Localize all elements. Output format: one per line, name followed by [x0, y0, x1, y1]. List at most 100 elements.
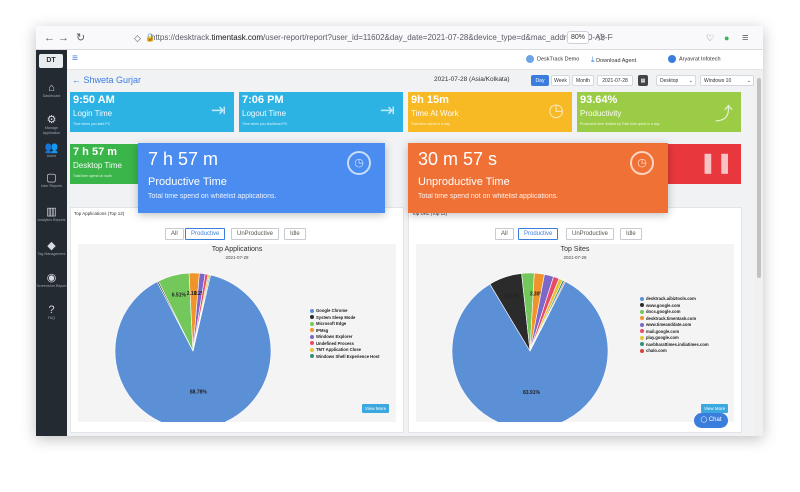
- sidebar-item-faq[interactable]: ? FAQ: [36, 304, 67, 321]
- reload-icon[interactable]: ↻: [76, 32, 86, 44]
- legend-item[interactable]: Windows Shell Experience Host: [310, 354, 380, 361]
- apps-filter-all[interactable]: All: [165, 228, 184, 240]
- login-time-sub: Time when you start PC: [73, 122, 111, 126]
- chat-label: Chat: [708, 417, 722, 423]
- sites-filter-all[interactable]: All: [495, 228, 514, 240]
- pie-slice[interactable]: [192, 274, 211, 352]
- hamburger-menu-icon[interactable]: ≡: [72, 53, 78, 64]
- unproductive-time-popup: 30 m 57 s Unproductive Time Total time s…: [408, 143, 668, 213]
- period-week-button[interactable]: Week: [551, 75, 570, 86]
- legend-item[interactable]: Undefined Process: [310, 341, 380, 348]
- legend-item[interactable]: desktrack.aibiztools.com: [640, 296, 709, 303]
- period-month-button[interactable]: Month: [572, 75, 594, 86]
- scrollbar-thumb[interactable]: [757, 78, 761, 278]
- chat-button[interactable]: ◯ Chat: [694, 413, 728, 428]
- zoom-level[interactable]: 80%: [567, 31, 589, 44]
- pocket-icon[interactable]: ♡: [706, 33, 715, 43]
- legend-swatch: [640, 335, 644, 340]
- legend-item[interactable]: Windows Explorer: [310, 334, 380, 341]
- legend-item[interactable]: mail.google.com: [640, 329, 709, 336]
- sites-view-more-button[interactable]: View More: [701, 404, 729, 413]
- chevron-down-icon: ⌄: [688, 78, 693, 84]
- legend-item[interactable]: play.google.com: [640, 335, 709, 342]
- sidebar-item-manage-application[interactable]: ⚙ Manage Application: [36, 114, 67, 135]
- os-select[interactable]: Windows 10 ⌄: [700, 75, 754, 86]
- sidebar-item-label: Manage Application: [42, 126, 61, 135]
- org-avatar-icon: [668, 55, 676, 63]
- pie-data-label: 6.87%: [505, 294, 520, 300]
- sidebar-item-dashboard[interactable]: ⌂ Dashboard: [36, 82, 67, 99]
- app-header: [36, 50, 763, 70]
- apps-filter-unproductive[interactable]: UnProductive: [231, 228, 280, 240]
- home-icon: ⌂: [48, 82, 55, 94]
- user-name: Shweta Gurjar: [83, 75, 142, 85]
- sidebar-item-label: FAQ: [47, 316, 56, 320]
- extension-icon[interactable]: ●: [724, 33, 730, 43]
- legend-item[interactable]: www.timeanddate.com: [640, 322, 709, 329]
- legend-item[interactable]: desktrack.timentask.com: [640, 316, 709, 323]
- apps-view-more-button[interactable]: View More: [362, 404, 390, 413]
- pie-slice[interactable]: [451, 281, 609, 422]
- legend-label: Windows Shell Experience Host: [316, 353, 380, 359]
- sites-filter-productive[interactable]: Productive: [518, 228, 559, 240]
- report-date-info: 2021-07-28 (Asia/Kolkata): [434, 76, 510, 83]
- sites-filter-unproductive[interactable]: UnProductive: [566, 228, 615, 240]
- sidebar-item-tag-management[interactable]: ◆ Tag Management: [36, 240, 67, 257]
- bookmark-star-icon[interactable]: ☆: [596, 32, 606, 44]
- sidebar-item-analytics-reports[interactable]: ▥ Analytics Reports: [36, 206, 67, 223]
- menu-icon[interactable]: ≡: [742, 32, 749, 44]
- legend-item[interactable]: Microsoft Edge: [310, 321, 380, 328]
- login-icon: ⇥: [210, 100, 226, 120]
- date-picker[interactable]: 2021-07-28: [597, 75, 633, 86]
- back-icon[interactable]: ←: [44, 32, 55, 44]
- forward-icon[interactable]: →: [58, 32, 69, 44]
- legend-swatch: [310, 321, 314, 326]
- unproductive-time-label: Unproductive Time: [418, 176, 510, 188]
- legend-label: Microsoft Edge: [316, 321, 347, 326]
- pie-slice[interactable]: [114, 274, 272, 422]
- chart-legend: desktrack.aibiztools.com www.google.com do…: [640, 296, 709, 355]
- org-menu[interactable]: Aryavrat Infotech: [668, 55, 721, 63]
- sidebar-item-users[interactable]: 👥 Users: [36, 142, 67, 159]
- legend-item[interactable]: Google Chrome: [310, 308, 380, 315]
- device-select[interactable]: Desktop ⌄: [656, 75, 696, 86]
- apps-filter-productive[interactable]: Productive: [185, 228, 226, 240]
- legend-swatch: [310, 347, 314, 352]
- legend-item[interactable]: System Sleep Mode: [310, 315, 380, 322]
- sidebar-item-user-reports[interactable]: ▢ User Reports: [36, 172, 67, 189]
- shield-icon[interactable]: ◇: [134, 33, 141, 43]
- legend-item[interactable]: docs.google.com: [640, 309, 709, 316]
- legend-item[interactable]: TMT Application Close: [310, 347, 380, 354]
- legend-label: docs.google.com: [646, 309, 681, 314]
- app-logo[interactable]: DT: [39, 54, 63, 68]
- legend-item[interactable]: IPMsg: [310, 328, 380, 335]
- legend-item[interactable]: www.google.com: [640, 303, 709, 310]
- apps-filter-idle[interactable]: Idle: [284, 228, 306, 240]
- period-day-button[interactable]: Day: [531, 75, 549, 86]
- sidebar-item-screenshot-report[interactable]: ◉ Screenshot Report: [36, 272, 67, 289]
- calendar-icon[interactable]: ▦: [638, 75, 648, 86]
- logout-time-sub: Time when you shutdown PC: [242, 122, 288, 126]
- login-time-card: 9:50 AM Login Time Time when you start P…: [70, 92, 234, 132]
- legend-swatch: [640, 329, 644, 334]
- back-to-user-link[interactable]: ← Shweta Gurjar: [72, 75, 142, 85]
- legend-item[interactable]: chalo.com: [640, 348, 709, 355]
- legend-label: desktrack.aibiztools.com: [646, 296, 696, 301]
- legend-swatch: [640, 348, 644, 353]
- logout-time-card: 7:06 PM Logout Time Time when you shutdo…: [239, 92, 403, 132]
- legend-item[interactable]: navbharattimes.indiatimes.com: [640, 342, 709, 349]
- sidebar-item-label: Screenshot Report: [36, 284, 67, 288]
- demo-link[interactable]: DeskTrack Demo: [526, 55, 579, 63]
- sites-filter-idle[interactable]: Idle: [620, 228, 642, 240]
- url-field[interactable]: https://desktrack.timentask.com/user-rep…: [151, 30, 613, 46]
- pause-icon: ❚❚: [699, 152, 733, 174]
- url-domain: timentask.com: [211, 33, 264, 42]
- url-suffix: /user-report/report?user_id=11602&day_da…: [263, 33, 613, 42]
- lock-icon: 🔒: [145, 33, 155, 42]
- legend-swatch: [640, 309, 644, 314]
- pie-slice[interactable]: [529, 280, 566, 352]
- page-scrollbar[interactable]: [755, 70, 763, 436]
- desktop-time-label: Desktop Time: [73, 161, 122, 170]
- download-agent-link[interactable]: ⤓ Download Agent: [591, 55, 636, 65]
- legend-label: IPMsg: [316, 327, 329, 333]
